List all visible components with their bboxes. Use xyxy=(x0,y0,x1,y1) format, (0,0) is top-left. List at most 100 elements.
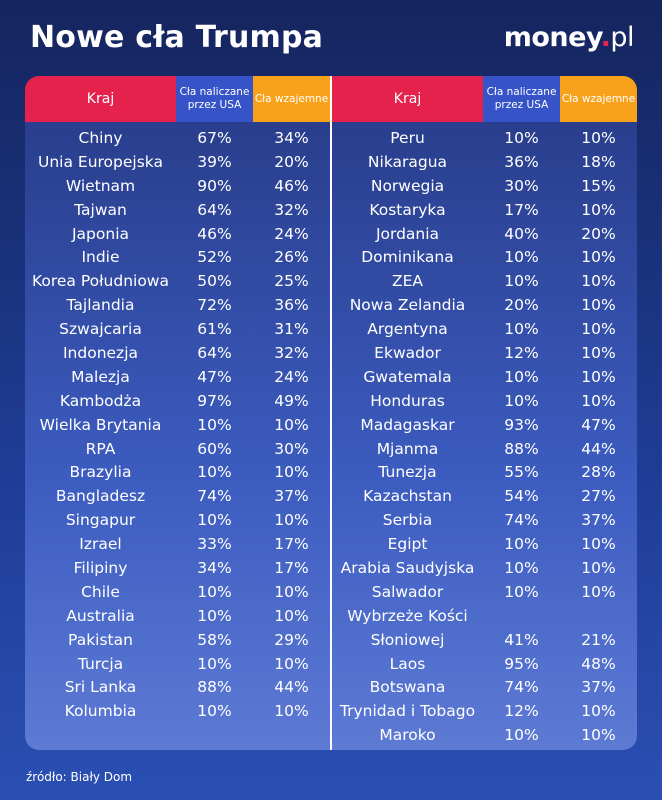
country-cell: Izrael xyxy=(79,535,122,554)
brand-main: money xyxy=(503,22,601,53)
table-row: Bangladesz 74% 37% xyxy=(25,484,330,508)
country-cell: Szwajcaria xyxy=(59,320,142,339)
reciprocal-cell: 26% xyxy=(274,248,309,267)
table-row: Tajwan 64% 32% xyxy=(25,198,330,222)
table-row: Peru 10% 10% xyxy=(332,126,637,150)
country-cell: Trynidad i Tobago xyxy=(339,702,476,721)
reciprocal-cell: 18% xyxy=(581,152,616,171)
table-row: Brazylia 10% 10% xyxy=(25,460,330,484)
us-tariff-cell: 10% xyxy=(504,248,539,267)
country-cell: Wybrzeże Kości xyxy=(347,606,468,625)
us-tariff-cell: 39% xyxy=(197,152,232,171)
table-row: Korea Południowa 50% 25% xyxy=(25,269,330,293)
country-cell: Australia xyxy=(66,606,135,625)
table-row: Arabia Saudyjska 10% 10% xyxy=(332,556,637,580)
right-table-header: Kraj Cła naliczane przez USA Cła wzajemn… xyxy=(332,76,637,122)
table-row: Unia Europejska 39% 20% xyxy=(25,150,330,174)
country-cell: Madagaskar xyxy=(360,415,455,434)
right-table: Kraj Cła naliczane przez USA Cła wzajemn… xyxy=(332,76,637,747)
us-tariff-cell: 60% xyxy=(197,439,232,458)
table-row: Chiny 67% 34% xyxy=(25,126,330,150)
us-tariff-cell: 54% xyxy=(504,487,539,506)
reciprocal-cell: 15% xyxy=(581,176,616,195)
us-tariff-cell: 10% xyxy=(504,535,539,554)
reciprocal-cell: 10% xyxy=(274,654,309,673)
us-tariff-cell: 67% xyxy=(197,128,232,147)
country-cell: Indonezja xyxy=(62,343,139,362)
country-cell: Honduras xyxy=(370,391,445,410)
table-row: Laos 95% 48% xyxy=(332,652,637,676)
us-tariff-cell: 88% xyxy=(197,678,232,697)
us-tariff-cell: 30% xyxy=(504,176,539,195)
us-tariff-cell: 34% xyxy=(197,558,232,577)
reciprocal-cell: 10% xyxy=(274,702,309,721)
country-cell: Chile xyxy=(81,582,120,601)
table-row: Egipt 10% 10% xyxy=(332,532,637,556)
country-cell: RPA xyxy=(85,439,116,458)
table-row: Botswana 74% 37% xyxy=(332,675,637,699)
us-tariff-cell: 64% xyxy=(197,343,232,362)
us-tariff-cell: 10% xyxy=(197,511,232,530)
country-cell: Argentyna xyxy=(367,320,448,339)
reciprocal-cell: 10% xyxy=(274,511,309,530)
reciprocal-cell: 28% xyxy=(581,463,616,482)
table-row: Maroko 10% 10% xyxy=(332,723,637,747)
country-cell: Chiny xyxy=(78,128,123,147)
country-cell: Turcja xyxy=(77,654,124,673)
us-tariff-cell: 93% xyxy=(504,415,539,434)
reciprocal-cell: 10% xyxy=(581,582,616,601)
table-row: Norwegia 30% 15% xyxy=(332,174,637,198)
table-row: Kazachstan 54% 27% xyxy=(332,484,637,508)
reciprocal-cell: 47% xyxy=(581,415,616,434)
us-tariff-cell: 88% xyxy=(504,439,539,458)
left-table-header: Kraj Cła naliczane przez USA Cła wzajemn… xyxy=(25,76,330,122)
us-tariff-cell: 33% xyxy=(197,535,232,554)
us-tariff-cell: 10% xyxy=(504,128,539,147)
right-table-rows: Peru 10% 10% Nikaragua 36% 18% Norwegia 30% 15% K… xyxy=(332,122,637,747)
reciprocal-cell: 25% xyxy=(274,272,309,291)
country-cell: Jordania xyxy=(375,224,440,243)
country-cell: Kostaryka xyxy=(369,200,446,219)
brand-logo: money.pl xyxy=(503,22,635,53)
brand-dot: . xyxy=(600,22,611,53)
table-row: Serbia 74% 37% xyxy=(332,508,637,532)
us-tariff-cell: 95% xyxy=(504,654,539,673)
reciprocal-cell: 10% xyxy=(581,702,616,721)
reciprocal-cell: 10% xyxy=(581,391,616,410)
us-tariff-cell: 61% xyxy=(197,320,232,339)
country-cell: Tajlandia xyxy=(66,296,135,315)
table-row: Dominikana 10% 10% xyxy=(332,245,637,269)
table-row: Wybrzeże Kości xyxy=(332,604,637,628)
reciprocal-cell: 30% xyxy=(274,439,309,458)
country-cell: Ekwador xyxy=(374,343,441,362)
country-cell: Japonia xyxy=(71,224,130,243)
reciprocal-cell: 21% xyxy=(581,630,616,649)
header-reciprocal: Cła wzajemne xyxy=(560,76,637,122)
reciprocal-cell: 37% xyxy=(274,487,309,506)
table-row: Pakistan 58% 29% xyxy=(25,628,330,652)
us-tariff-cell: 55% xyxy=(504,463,539,482)
table-row: Kambodża 97% 49% xyxy=(25,389,330,413)
us-tariff-cell: 46% xyxy=(197,224,232,243)
reciprocal-cell: 20% xyxy=(274,152,309,171)
us-tariff-cell: 17% xyxy=(504,200,539,219)
reciprocal-cell: 17% xyxy=(274,558,309,577)
us-tariff-cell: 74% xyxy=(504,678,539,697)
reciprocal-cell: 24% xyxy=(274,224,309,243)
us-tariff-cell: 74% xyxy=(504,511,539,530)
country-cell: Norwegia xyxy=(370,176,445,195)
country-cell: Nowa Zelandia xyxy=(349,296,466,315)
country-cell: Tajwan xyxy=(74,200,127,219)
reciprocal-cell: 20% xyxy=(581,224,616,243)
table-row: Tajlandia 72% 36% xyxy=(25,293,330,317)
us-tariff-cell: 40% xyxy=(504,224,539,243)
us-tariff-cell: 50% xyxy=(197,272,232,291)
header-us-tariffs: Cła naliczane przez USA xyxy=(176,76,253,122)
brand-suffix: pl xyxy=(610,22,634,53)
us-tariff-cell: 10% xyxy=(197,702,232,721)
country-cell: ZEA xyxy=(391,272,423,291)
reciprocal-cell: 10% xyxy=(274,582,309,601)
header-reciprocal: Cła wzajemne xyxy=(253,76,330,122)
country-cell: Kazachstan xyxy=(363,487,452,506)
country-cell: Filipiny xyxy=(73,558,128,577)
